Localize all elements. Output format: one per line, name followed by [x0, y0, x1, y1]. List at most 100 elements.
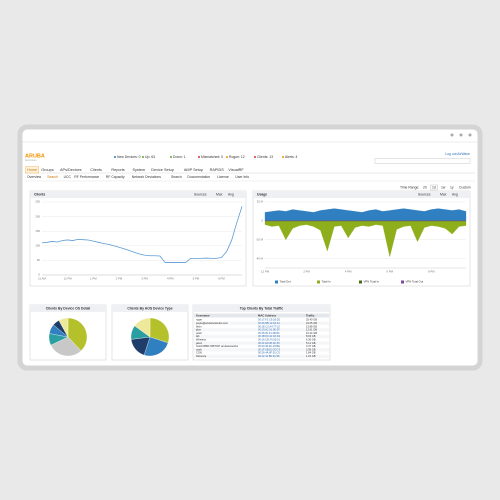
panel-control[interactable]: Avg [228, 192, 234, 196]
nav-tab[interactable]: VisualRF [228, 168, 244, 172]
panel-title: Clients By AOS Device Type [127, 306, 172, 310]
panel-control[interactable]: Sources [194, 192, 207, 196]
nav-subtab[interactable]: RF Capacity [106, 175, 125, 179]
table-cell[interactable]: 00:1B:63:44:C0:D2 [258, 334, 281, 338]
nav-subtab[interactable]: Documentation [187, 175, 210, 179]
nav-tab[interactable]: Device Setup [151, 168, 174, 172]
panel-title: Clients By Device OS Detail [46, 306, 91, 310]
time-range-option[interactable]: 1w [441, 185, 446, 189]
panel-control[interactable]: Avg [452, 192, 458, 196]
table-cell[interactable]: 00:23:6C:91:0E:3F [258, 328, 280, 332]
table-cell[interactable]: 00:22:41:B0:3A:98 [258, 354, 280, 358]
table-cell: roger [196, 318, 202, 322]
y-tick-label: 150 [35, 229, 40, 233]
panel-header [112, 305, 188, 312]
nav-subtab[interactable]: Overview [27, 175, 42, 179]
table-cell: 1.22 GB [306, 354, 316, 358]
x-tick-label: 4 PM [167, 277, 174, 281]
time-range-option[interactable]: 2h [423, 185, 427, 189]
table-cell[interactable]: 00:25:00:F1:2B:8A [258, 331, 280, 335]
panel [29, 190, 247, 287]
table-cell[interactable]: 00:26:4A:6F:91:C5 [258, 351, 280, 355]
legend-swatch [317, 280, 320, 284]
status-dot [170, 156, 172, 158]
time-range-option[interactable]: 1d [432, 185, 436, 189]
y-tick-label: 0 [38, 273, 40, 277]
y-tick-label: -40 M [256, 256, 264, 260]
table-cell[interactable]: 00:1E:C2:A4:77:10 [258, 324, 280, 328]
status-dot [198, 156, 200, 158]
status-item[interactable]: New Devices: 0 [117, 155, 141, 159]
table-cell: 2.95 GB [306, 347, 316, 351]
table-header-cell: Traffic [306, 313, 315, 317]
table-cell[interactable]: 00:26:BB:12:9A:4C [258, 321, 280, 325]
nav-subtab[interactable]: Network Deviations [132, 175, 162, 179]
table-cell: jsuyle@arubanetworks.com [195, 321, 228, 325]
nav-subtab[interactable]: User Info [235, 175, 249, 179]
status-item[interactable]: Alerts: 4 [285, 155, 298, 159]
nav-tab[interactable]: Groups [41, 168, 54, 172]
x-tick-label: 6 PM [386, 270, 393, 274]
search-box[interactable] [374, 158, 471, 164]
y-tick-label: -20 M [256, 237, 264, 241]
table-cell[interactable]: 00:21:E9:38:AF:66 [258, 341, 280, 345]
table-cell[interactable]: 00:17:F2:C6:1B:2E [258, 318, 280, 322]
panel-header [30, 305, 106, 312]
pie-slice [149, 317, 170, 344]
status-item[interactable]: Mismatched: 0 [201, 155, 223, 159]
window-dot[interactable] [450, 133, 454, 137]
table-cell: 25.40 GB [306, 318, 317, 322]
nav-subtab[interactable]: RF Performance [74, 175, 99, 179]
table-cell[interactable]: 00:16:CB:7A:55:01 [258, 337, 280, 341]
table-cell: host1\088\1798\7457 arubanetworks [196, 344, 239, 348]
logo-sub: NETWORKS [25, 160, 37, 162]
table-cell: Wireless [196, 337, 207, 341]
x-tick-label: 6 PM [218, 277, 225, 281]
nav-tab[interactable]: Clients [90, 168, 102, 172]
x-tick-label: 2 PM [116, 277, 123, 281]
nav-subtab[interactable]: UCC [64, 175, 72, 179]
y-tick-label: 100 [35, 244, 40, 248]
table-cell[interactable]: 00:1F:5B:E2:0D:73 [258, 347, 281, 351]
table-cell: 1.84 GB [306, 351, 316, 355]
nav-tab[interactable]: Reports [111, 168, 124, 172]
header-links[interactable]: Log out AirWave [445, 152, 470, 156]
nav-tab[interactable]: APs/Devices [60, 168, 82, 172]
panel-header [30, 191, 246, 198]
status-item[interactable]: Down: 1 [173, 155, 186, 159]
active-tab [25, 166, 39, 174]
status-dot [114, 156, 116, 158]
time-range-option[interactable]: 1y [450, 185, 454, 189]
nav-subtab[interactable]: License [217, 175, 229, 179]
nav-tab[interactable]: RAPIDS [210, 168, 225, 172]
y-tick-label: 50 [37, 258, 41, 262]
nav-tab[interactable]: System [133, 168, 146, 172]
time-range-active [430, 184, 438, 191]
nav-subtab[interactable]: Search [47, 175, 58, 179]
line-series [41, 206, 243, 263]
status-item[interactable]: Rogue: 12 [229, 155, 245, 159]
panel-control[interactable]: Max [440, 192, 447, 196]
window-dot[interactable] [468, 133, 472, 137]
nav-subtab[interactable]: Search [171, 175, 182, 179]
status-item[interactable]: Up: 63 [145, 155, 155, 159]
table-row-stripe [194, 354, 329, 358]
table-cell: 22.05 GB [306, 321, 317, 325]
table-row-stripe [194, 341, 329, 345]
x-tick-label: 5 PM [193, 277, 200, 281]
nav-tab[interactable]: Home [27, 168, 37, 172]
table-cell: bkim [196, 324, 201, 328]
table-cell: 6.30 GB [306, 337, 316, 341]
panel-control[interactable]: Sources [418, 192, 431, 196]
table-cell[interactable]: 00:24:36:9C:18:BE [258, 344, 280, 348]
status-item[interactable]: Clients: 13 [257, 155, 273, 159]
nav-tab[interactable]: AMP Setup [184, 168, 203, 172]
table-cell: peter [196, 331, 202, 335]
table-cell: 3.47 GB [306, 344, 316, 348]
table-header-cell: Username [196, 313, 210, 317]
time-range-option[interactable]: Custom [459, 185, 471, 189]
panel-control[interactable]: Max [216, 192, 223, 196]
window-dot[interactable] [459, 133, 463, 137]
status-dot [282, 156, 284, 158]
